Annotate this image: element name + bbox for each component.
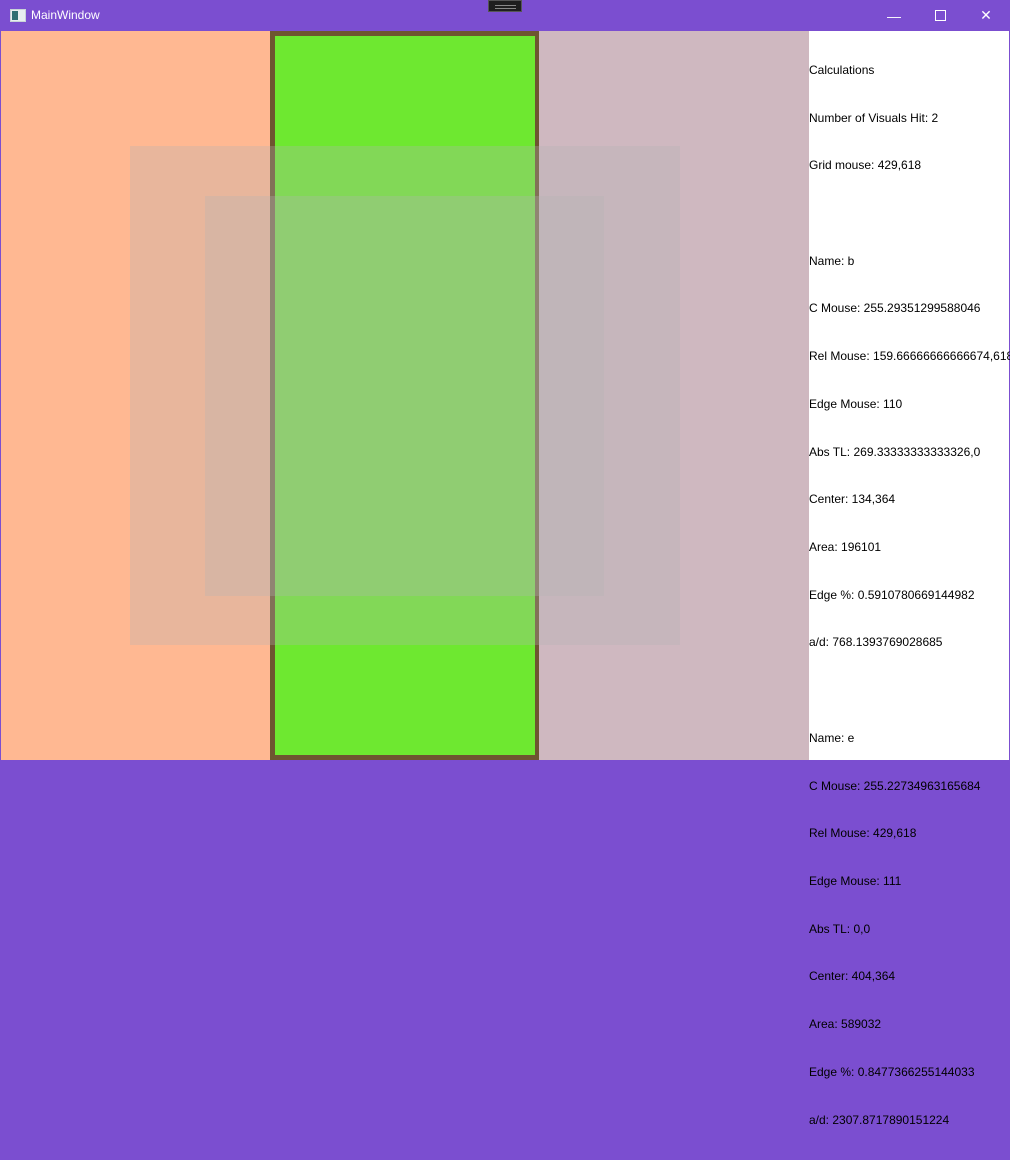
hit-abs-tl: Abs TL: 0,0 bbox=[809, 921, 871, 936]
hit-center: Center: 404,364 bbox=[809, 969, 896, 984]
hit-abs-tl: Abs TL: 269.33333333333326,0 bbox=[809, 444, 981, 459]
hit-edge-pct: Edge %: 0.5910780669144982 bbox=[809, 587, 975, 602]
hit-edge-mouse: Edge Mouse: 110 bbox=[809, 396, 903, 411]
overlay-inner bbox=[205, 196, 604, 596]
maximize-button[interactable] bbox=[917, 0, 963, 31]
grid-mouse: Grid mouse: 429,618 bbox=[809, 158, 922, 173]
window-content: Calculations Number of Visuals Hit: 2 Gr… bbox=[1, 31, 1010, 1127]
hit-edge-mouse: Edge Mouse: 111 bbox=[809, 874, 902, 888]
visual-region-a[interactable] bbox=[1, 31, 270, 760]
hit-rel-mouse: Rel Mouse: 159.66666666666674,618 bbox=[809, 349, 1010, 364]
visual-region-c[interactable] bbox=[539, 31, 809, 760]
window-title: MainWindow bbox=[31, 8, 100, 22]
visual-region-b-fill bbox=[275, 36, 535, 755]
app-icon bbox=[10, 9, 26, 22]
hit-name: Name: e bbox=[809, 730, 855, 745]
visual-region-b[interactable] bbox=[270, 31, 539, 760]
minimize-icon: — bbox=[887, 7, 901, 24]
hit-name: Name: b bbox=[809, 253, 855, 268]
calculations-panel: Calculations Number of Visuals Hit: 2 Gr… bbox=[809, 31, 1010, 1127]
hit-a-d: a/d: 768.1393769028685 bbox=[809, 635, 943, 650]
hit-edge-pct: Edge %: 0.8477366255144033 bbox=[809, 1064, 975, 1079]
snap-layout-handle[interactable] bbox=[488, 0, 522, 12]
hit-c-mouse: C Mouse: 255.22734963165684 bbox=[809, 778, 981, 793]
hit-c-mouse: C Mouse: 255.29351299588046 bbox=[809, 301, 981, 316]
hit-area: Area: 589032 bbox=[809, 1017, 882, 1032]
maximize-icon bbox=[934, 10, 946, 21]
minimize-button[interactable]: — bbox=[871, 0, 917, 31]
hit-rel-mouse: Rel Mouse: 429,618 bbox=[809, 826, 917, 841]
overlay-outer bbox=[130, 146, 680, 645]
visuals-hit: Number of Visuals Hit: 2 bbox=[809, 110, 939, 125]
hit-a-d: a/d: 2307.8717890151224 bbox=[809, 1112, 950, 1127]
calculations-heading: Calculations bbox=[809, 62, 875, 77]
title-bar[interactable]: MainWindow — ✕ bbox=[0, 0, 1010, 31]
hit-area: Area: 196101 bbox=[809, 539, 882, 554]
hit-center: Center: 134,364 bbox=[809, 492, 896, 507]
close-icon: ✕ bbox=[980, 7, 992, 23]
close-button[interactable]: ✕ bbox=[963, 0, 1009, 31]
